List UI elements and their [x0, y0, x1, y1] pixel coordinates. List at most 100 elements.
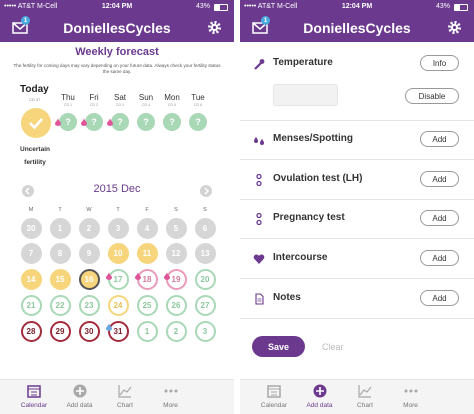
calendar-day[interactable]: 13: [194, 243, 216, 265]
weekday-label: S: [174, 207, 178, 213]
calendar-day[interactable]: 10: [107, 243, 129, 265]
tab-label[interactable]: Chart: [357, 402, 373, 409]
calendar-day[interactable]: 18: [136, 269, 158, 291]
separator: [240, 159, 474, 160]
separator: [240, 199, 474, 200]
separator: [240, 238, 474, 239]
settings-icon[interactable]: [207, 20, 222, 35]
calendar-day[interactable]: 11: [136, 243, 158, 265]
temperature-input[interactable]: [273, 84, 338, 106]
battery-icon: [454, 4, 468, 11]
tab-icon[interactable]: [118, 384, 132, 398]
today-circle: [21, 108, 51, 138]
calendar-day[interactable]: 28: [20, 320, 42, 342]
calendar-day[interactable]: 30: [20, 217, 42, 239]
calendar-day[interactable]: 31: [107, 320, 129, 342]
clear-button[interactable]: Clear: [322, 342, 344, 352]
drop-icon: [106, 318, 112, 332]
settings-icon[interactable]: [447, 20, 462, 35]
button[interactable]: Add: [420, 210, 459, 226]
calendar-day[interactable]: 14: [20, 269, 42, 291]
next-month[interactable]: [200, 184, 212, 197]
calendar-day[interactable]: 3: [107, 217, 129, 239]
tab-label[interactable]: Calendar: [260, 402, 288, 409]
forecast-circle: ?: [85, 113, 103, 131]
weekday-label: T: [116, 207, 120, 213]
forecast-circle: ?: [163, 113, 181, 131]
calendar-day[interactable]: 2: [165, 320, 187, 342]
tab-icon[interactable]: [267, 384, 281, 398]
app-title: DoniellesCycles: [303, 20, 411, 36]
tab-label[interactable]: Chart: [117, 402, 133, 409]
calendar-day[interactable]: 9: [78, 243, 100, 265]
tab-icon[interactable]: [27, 384, 41, 398]
calendar-day[interactable]: 21: [20, 294, 42, 316]
button[interactable]: Disable: [405, 88, 459, 104]
calendar-day[interactable]: 5: [165, 217, 187, 239]
forecast-title: Weekly forecast: [75, 46, 159, 58]
calendar-day[interactable]: 22: [49, 294, 71, 316]
calendar-day[interactable]: 7: [20, 243, 42, 265]
entry-label: Notes: [273, 292, 301, 303]
calendar-day[interactable]: 23: [78, 294, 100, 316]
calendar-day[interactable]: 6: [194, 217, 216, 239]
tab-icon[interactable]: [358, 384, 372, 398]
calendar-day[interactable]: 17: [107, 269, 129, 291]
calendar-day[interactable]: 3: [194, 320, 216, 342]
battery-icon: [214, 4, 228, 11]
button[interactable]: Add: [420, 131, 459, 147]
forecast-circle: ?: [137, 113, 155, 131]
prev-month[interactable]: [22, 184, 34, 197]
tab-label[interactable]: More: [163, 402, 178, 409]
separator: [240, 120, 474, 121]
calendar-day[interactable]: 26: [165, 294, 187, 316]
drop-icon: [135, 267, 141, 280]
calendar-day[interactable]: 8: [49, 243, 71, 265]
tab-icon[interactable]: [164, 384, 178, 398]
calendar-day[interactable]: 24: [107, 294, 129, 316]
battery: 43%: [195, 3, 210, 10]
inbox-icon[interactable]: [252, 20, 268, 34]
battery: 43%: [435, 3, 450, 10]
day-cd: CD 2: [89, 103, 99, 107]
tab-label[interactable]: Calendar: [20, 402, 48, 409]
entry-label: Intercourse: [273, 252, 328, 263]
button[interactable]: Add: [420, 250, 459, 266]
calendar-day[interactable]: 4: [136, 217, 158, 239]
tab-label[interactable]: Add data: [66, 402, 93, 409]
calendar-day[interactable]: 30: [78, 320, 100, 342]
calendar-day[interactable]: 29: [49, 320, 71, 342]
calendar-day[interactable]: 1: [49, 217, 71, 239]
inbox-icon[interactable]: [12, 20, 28, 34]
day-label: Mon: [164, 93, 180, 102]
forecast-circle: ?: [111, 113, 129, 131]
tab-label[interactable]: Add data: [306, 402, 333, 409]
add-data-screen: ••••• AT&T M-Cell 12:04 PM 43% 1 DoniellesCy…: [240, 0, 474, 414]
calendar-day[interactable]: 19: [165, 269, 187, 291]
calendar-day[interactable]: 20: [194, 269, 216, 291]
calendar-day[interactable]: 1: [136, 320, 158, 342]
tab-label[interactable]: More: [403, 402, 418, 409]
calendar-day[interactable]: 12: [165, 243, 187, 265]
calendar-day[interactable]: 25: [136, 294, 158, 316]
button[interactable]: Add: [420, 171, 459, 187]
tab-icon[interactable]: [313, 384, 327, 398]
drop-icon: [81, 113, 87, 126]
tab-icon[interactable]: [404, 384, 418, 398]
month-title: 2015 Dec: [93, 183, 141, 195]
button[interactable]: Info: [420, 55, 459, 71]
badge: 1: [21, 16, 30, 25]
entry-icon: [253, 212, 265, 226]
calendar-day[interactable]: 2: [78, 217, 100, 239]
calendar-screen: ••••• AT&T M-Cell 12:04 PM 43% 1 DoniellesCy…: [0, 0, 234, 414]
day-cd: CD 4: [141, 103, 151, 107]
button[interactable]: Add: [420, 290, 459, 306]
calendar-day[interactable]: 16: [78, 269, 100, 291]
calendar-day[interactable]: 15: [49, 269, 71, 291]
forecast-circle: ?: [59, 113, 77, 131]
today-status: Uncertain fertility: [20, 146, 50, 166]
weekday-label: W: [86, 207, 92, 213]
save-button[interactable]: Save: [252, 336, 305, 357]
calendar-day[interactable]: 27: [194, 294, 216, 316]
tab-icon[interactable]: [73, 384, 87, 398]
